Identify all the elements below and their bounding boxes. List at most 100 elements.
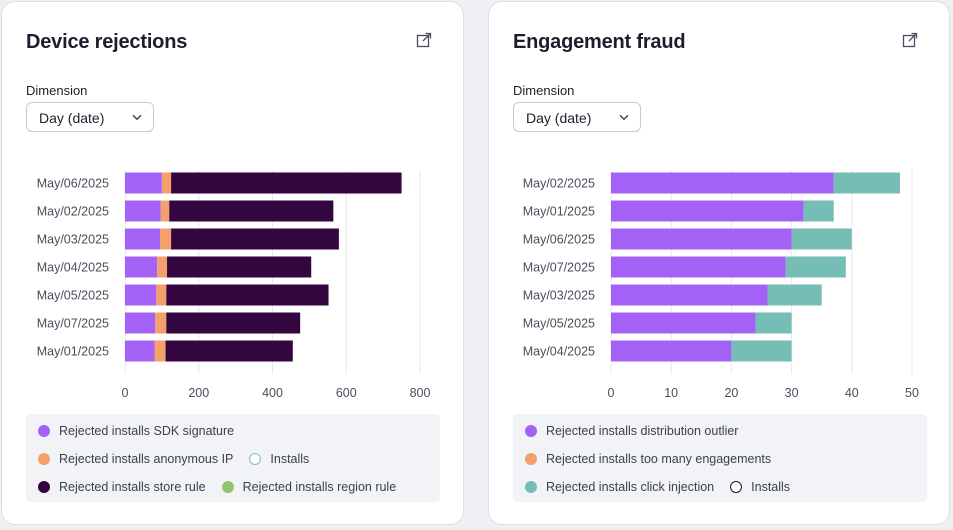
bar-segment[interactable] xyxy=(785,256,846,278)
legend-label: Rejected installs region rule xyxy=(242,480,397,494)
bar-segment[interactable] xyxy=(767,284,822,306)
bar-segment[interactable] xyxy=(125,256,158,278)
legend: Rejected installs distribution outlier R… xyxy=(513,414,927,502)
legend-swatch xyxy=(525,453,537,465)
legend-item[interactable]: Installs xyxy=(730,480,790,494)
legend-label: Installs xyxy=(270,452,310,466)
device-rejections-chart: May/06/2025 May/02/2025 May/03/2025 May/04/… xyxy=(37,170,431,400)
legend-item[interactable]: Rejected installs too many engagements xyxy=(525,452,771,466)
engagement-fraud-chart: May/02/2025 May/01/2025 May/06/2025 May/07/… xyxy=(523,170,919,400)
bar-segment[interactable] xyxy=(125,228,161,250)
bar-segment[interactable] xyxy=(166,312,301,334)
bar-segment[interactable] xyxy=(833,172,900,194)
bar-segment[interactable] xyxy=(611,312,756,334)
bar-segment[interactable] xyxy=(171,228,339,250)
bar-segment[interactable] xyxy=(755,312,792,334)
legend-item[interactable]: Rejected installs click injection xyxy=(525,480,714,494)
bar-segment[interactable] xyxy=(611,284,768,306)
x-tick-label: 40 xyxy=(845,386,859,400)
bar-segment[interactable] xyxy=(611,228,792,250)
category-label: May/07/2025 xyxy=(37,317,109,331)
bar-segment[interactable] xyxy=(166,284,329,306)
legend-label: Rejected installs distribution outlier xyxy=(546,424,739,438)
bar-segment[interactable] xyxy=(156,284,167,306)
x-tick-label: 0 xyxy=(608,386,615,400)
export-icon[interactable] xyxy=(902,32,918,48)
legend-item[interactable]: Rejected installs distribution outlier xyxy=(525,424,738,438)
legend-label: Rejected installs SDK signature xyxy=(59,424,235,438)
x-tick-label: 800 xyxy=(410,386,431,400)
bar-segment[interactable] xyxy=(125,340,155,362)
x-tick-label: 10 xyxy=(664,386,678,400)
bar-segment[interactable] xyxy=(169,200,334,222)
bar-segment[interactable] xyxy=(125,172,162,194)
x-tick-label: 50 xyxy=(905,386,919,400)
legend-label: Rejected installs store rule xyxy=(59,480,206,494)
bar-segment[interactable] xyxy=(157,256,168,278)
legend-swatch xyxy=(38,453,50,465)
legend-swatch xyxy=(221,481,234,493)
dimension-value: Day (date) xyxy=(39,110,105,126)
bar-segment[interactable] xyxy=(611,200,804,222)
category-label: May/01/2025 xyxy=(523,205,595,219)
category-label: May/05/2025 xyxy=(37,289,109,303)
bar-segment[interactable] xyxy=(611,340,732,362)
legend-swatch xyxy=(730,481,743,493)
bar-segment[interactable] xyxy=(731,340,792,362)
card-title: Engagement fraud xyxy=(513,31,686,53)
export-icon[interactable] xyxy=(416,32,432,48)
bar-segment[interactable] xyxy=(125,284,157,306)
bar-segment[interactable] xyxy=(125,312,156,334)
bar-segment[interactable] xyxy=(160,228,172,250)
bar-segment[interactable] xyxy=(160,200,170,222)
bar-segment[interactable] xyxy=(611,256,786,278)
legend-swatch xyxy=(249,453,262,465)
legend-item[interactable]: Rejected installs SDK signature xyxy=(38,424,234,438)
legend-item[interactable]: Installs xyxy=(249,452,309,466)
bar-segment[interactable] xyxy=(171,172,402,194)
category-label: May/06/2025 xyxy=(37,177,109,191)
category-label: May/06/2025 xyxy=(523,233,595,247)
category-label: May/02/2025 xyxy=(37,205,109,219)
bar-segment[interactable] xyxy=(125,200,161,222)
category-label: May/01/2025 xyxy=(37,345,109,359)
category-label: May/03/2025 xyxy=(37,233,109,247)
legend-swatch xyxy=(525,481,537,493)
legend-label: Rejected installs anonymous IP xyxy=(59,452,234,466)
bar-segment[interactable] xyxy=(791,228,852,250)
x-tick-label: 20 xyxy=(724,386,738,400)
bar-segment[interactable] xyxy=(167,256,312,278)
legend-label: Rejected installs too many engagements xyxy=(546,452,772,466)
bar-segment[interactable] xyxy=(161,172,172,194)
bar-segment[interactable] xyxy=(155,312,167,334)
chevron-down-icon xyxy=(132,114,142,121)
dimension-label: Dimension xyxy=(513,83,575,98)
engagement-fraud-card: Engagement fraud Dimension Day (date) Ma… xyxy=(488,1,950,525)
dimension-label: Dimension xyxy=(26,83,88,98)
dimension-select[interactable]: Day (date) xyxy=(513,102,641,132)
bar-segment[interactable] xyxy=(154,340,166,362)
category-label: May/05/2025 xyxy=(523,317,595,331)
legend-label: Installs xyxy=(751,480,791,494)
legend-item[interactable]: Rejected installs anonymous IP xyxy=(38,452,233,466)
category-label: May/07/2025 xyxy=(523,261,595,275)
device-rejections-card: Device rejections Dimension Day (date) M… xyxy=(1,1,464,525)
category-label: May/04/2025 xyxy=(37,261,109,275)
legend-item[interactable]: Rejected installs store rule xyxy=(38,480,206,494)
bar-segment[interactable] xyxy=(803,200,834,222)
bar-segment[interactable] xyxy=(611,172,834,194)
category-label: May/03/2025 xyxy=(523,289,595,303)
x-tick-label: 600 xyxy=(336,386,357,400)
x-tick-label: 400 xyxy=(262,386,283,400)
legend-item[interactable]: Rejected installs region rule xyxy=(221,480,397,494)
x-tick-label: 30 xyxy=(785,386,799,400)
dimension-value: Day (date) xyxy=(526,110,592,126)
category-label: May/02/2025 xyxy=(523,177,595,191)
x-tick-label: 200 xyxy=(188,386,209,400)
legend-label: Rejected installs click injection xyxy=(546,480,715,494)
bar-segment[interactable] xyxy=(165,340,293,362)
dimension-select[interactable]: Day (date) xyxy=(26,102,154,132)
card-title: Device rejections xyxy=(26,31,188,53)
legend-swatch xyxy=(525,425,537,437)
x-tick-label: 0 xyxy=(122,386,129,400)
